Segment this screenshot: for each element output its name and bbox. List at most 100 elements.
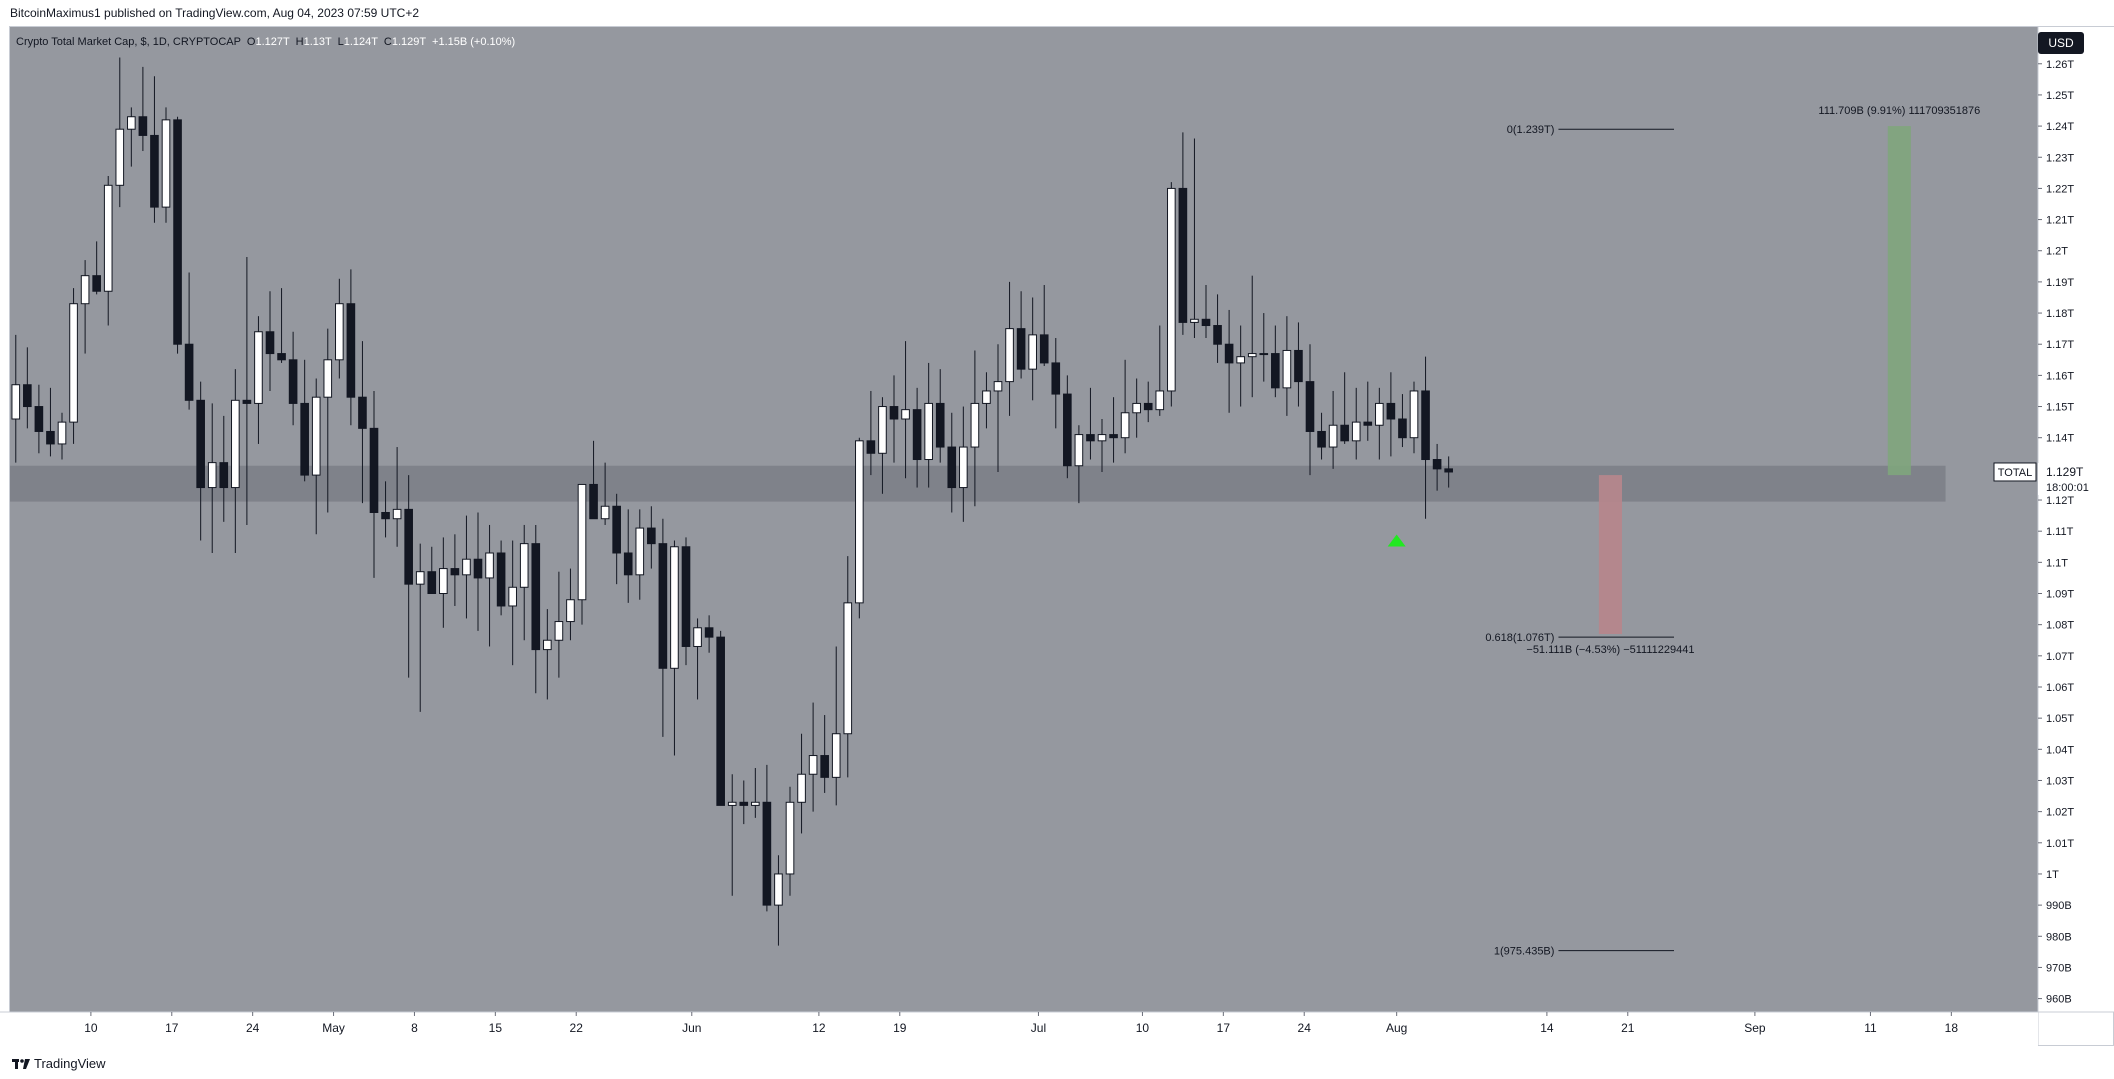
- last-price-tag: [2038, 462, 2100, 495]
- y-tick-label: 960B: [2046, 994, 2072, 1006]
- fib-label-0: 0(1.239T): [1507, 124, 1555, 136]
- candle-body: [219, 462, 229, 489]
- candle-body: [1224, 343, 1234, 364]
- candle-body: [1398, 418, 1407, 439]
- candle-body: [173, 119, 182, 345]
- y-tick-label: 1.06T: [2046, 682, 2074, 694]
- symbol-tag: [1993, 462, 2037, 482]
- candle-body: [508, 586, 517, 607]
- candle-body: [577, 483, 587, 601]
- fib-label-1: 1(975.435B): [1494, 946, 1555, 958]
- y-tick-label: 1.01T: [2046, 838, 2074, 850]
- candle-body: [127, 116, 136, 130]
- y-tick-label: 1.04T: [2046, 744, 2074, 756]
- candle-body: [427, 571, 437, 595]
- candle-body: [1016, 328, 1026, 370]
- y-tick-label: 1.19T: [2046, 277, 2074, 289]
- x-tick-label: Jul: [1031, 1021, 1046, 1035]
- candle-body: [693, 627, 702, 647]
- candle-body: [57, 421, 67, 445]
- y-tick-label: 1.05T: [2046, 713, 2074, 725]
- candle-body: [635, 527, 645, 576]
- candle-body: [623, 552, 633, 576]
- candle-body: [1247, 353, 1257, 358]
- ohlc-legend: Crypto Total Market Cap, $, 1D, CRYPTOCA…: [16, 36, 515, 48]
- candle-body: [855, 440, 864, 604]
- target-down-label: −51.111B (−4.53%) −51111229441: [1526, 644, 1694, 656]
- candle-body: [831, 733, 841, 778]
- y-tick-label: 1.16T: [2046, 370, 2074, 382]
- target-up-box: [1887, 126, 1911, 476]
- candle-body: [554, 621, 564, 641]
- x-tick-label: 17: [165, 1021, 179, 1035]
- candle-body: [150, 134, 159, 208]
- candle-body: [288, 359, 298, 404]
- candle-body: [369, 427, 379, 513]
- candle-body: [265, 331, 275, 355]
- candle-body: [947, 446, 957, 489]
- candle-body: [80, 275, 90, 305]
- candle-body: [1074, 434, 1084, 467]
- y-tick-label: 1.09T: [2046, 589, 2074, 601]
- y-tick-label: 1.24T: [2046, 121, 2074, 133]
- candle-body: [1375, 402, 1384, 426]
- candle-body: [196, 399, 205, 489]
- candle-body: [866, 440, 876, 454]
- candle-body: [1155, 390, 1165, 411]
- y-tick-label: 1.25T: [2046, 90, 2074, 102]
- candle-body: [543, 639, 552, 651]
- candlestick-chart[interactable]: 0(1.239T) 0.618(1.076T) 1(975.435B) 111.709…: [0, 0, 2114, 1046]
- fib-label-0618: 0.618(1.076T): [1485, 632, 1554, 644]
- candle-body: [566, 599, 575, 623]
- candle-body: [1305, 381, 1315, 432]
- y-tick-label: 1.14T: [2046, 433, 2074, 445]
- candle-body: [959, 446, 968, 489]
- tradingview-logo[interactable]: TradingView: [12, 1056, 106, 1071]
- candle-body: [670, 546, 679, 669]
- candle-body: [1086, 434, 1095, 442]
- y-tick-label: 1.02T: [2046, 807, 2074, 819]
- x-tick-label: 15: [489, 1021, 503, 1035]
- candle-body: [1109, 434, 1118, 439]
- candle-body: [1132, 402, 1141, 414]
- candle-body: [242, 399, 252, 404]
- plot-background: [10, 27, 2038, 1012]
- candle-body: [797, 773, 806, 803]
- candle-body: [1039, 334, 1049, 364]
- candle-body: [1317, 430, 1326, 448]
- candle-body: [889, 406, 899, 420]
- x-tick-label: 10: [1136, 1021, 1150, 1035]
- candle-body: [381, 511, 390, 520]
- candle-body: [1178, 187, 1188, 323]
- x-tick-label: May: [322, 1021, 345, 1035]
- candle-body: [300, 402, 309, 476]
- candle-body: [346, 303, 356, 398]
- candle-body: [277, 353, 286, 361]
- candle-body: [901, 409, 910, 420]
- currency-button[interactable]: USD: [2038, 32, 2084, 54]
- footer: TradingView: [0, 1046, 2114, 1079]
- candle-body: [843, 602, 853, 735]
- candle-body: [46, 430, 55, 445]
- candle-body: [11, 384, 21, 420]
- publisher-text: BitcoinMaximus1 published on TradingView…: [10, 6, 420, 20]
- y-tick-label: 1.11T: [2046, 526, 2074, 538]
- candle-body: [1213, 325, 1222, 345]
- candle-body: [392, 508, 402, 520]
- x-tick-label: 19: [893, 1021, 907, 1035]
- candle-body: [231, 399, 240, 489]
- candle-body: [254, 331, 263, 404]
- symbol-tag-label: TOTAL: [1998, 467, 2032, 479]
- countdown-value: 18:00:01: [2046, 482, 2089, 494]
- x-tick-label: 11: [1864, 1021, 1877, 1035]
- x-tick-label: 24: [246, 1021, 260, 1035]
- y-tick-label: 1.18T: [2046, 308, 2074, 320]
- candle-body: [473, 558, 483, 579]
- candle-body: [138, 116, 148, 136]
- y-tick-label: 1.03T: [2046, 775, 2074, 787]
- candle-body: [612, 505, 621, 554]
- x-tick-label: 21: [1621, 1021, 1635, 1035]
- support-zone: [10, 465, 1946, 502]
- y-tick-label: 1.17T: [2046, 339, 2074, 351]
- x-tick-label: Sep: [1744, 1021, 1766, 1035]
